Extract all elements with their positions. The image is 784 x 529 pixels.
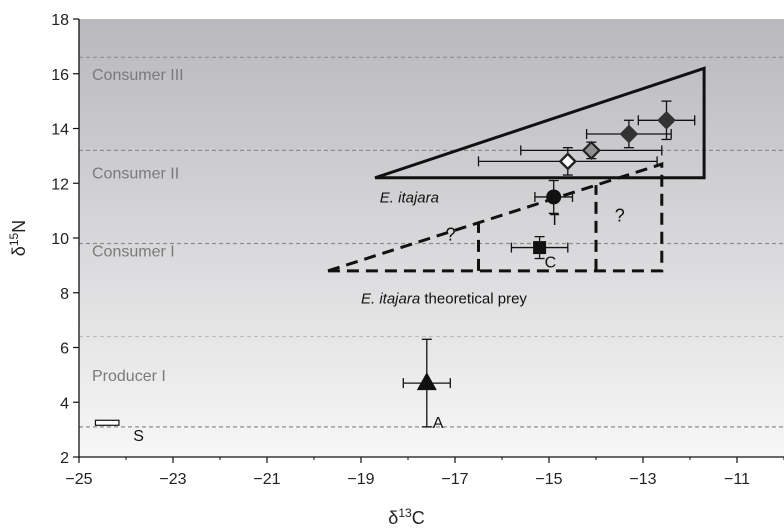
data-point (581, 140, 601, 160)
point-label: A (433, 415, 444, 432)
data-point (657, 110, 676, 130)
species-name: E. itajara (380, 189, 439, 206)
data-point (94, 419, 120, 426)
x-tick-label: −19 (347, 471, 374, 488)
data-point (558, 152, 577, 171)
eitajara-label: E. itajara (380, 189, 439, 206)
x-tick-label: −21 (253, 471, 280, 488)
data-point (416, 372, 437, 391)
species-name: E. itajara (361, 291, 420, 308)
label-rest: theoretical prey (420, 291, 527, 308)
x-tick-label: −15 (535, 471, 562, 488)
y-tick-label: 8 (60, 286, 69, 303)
data-point (546, 189, 562, 205)
prey-triangle (327, 162, 664, 273)
y-tick-label: 16 (51, 67, 69, 84)
x-tick-label: −13 (629, 471, 656, 488)
x-tick-label: −23 (159, 471, 186, 488)
level-label: Consumer III (92, 67, 184, 84)
y-axis-title-base: δ (9, 246, 29, 256)
y-tick-label: 12 (51, 176, 69, 193)
y-axis-title-tail: N (9, 220, 29, 233)
y-tick-label: 4 (60, 395, 69, 412)
level-label: Consumer I (92, 243, 175, 260)
prey-label: E. itajara theoretical prey (361, 291, 527, 308)
y-tick-label: 14 (51, 122, 69, 139)
y-tick-label: 18 (51, 12, 69, 29)
level-label: Producer I (92, 368, 166, 385)
y-axis-title: δ15N (7, 220, 29, 256)
level-label: Consumer II (92, 165, 179, 182)
question-mark: ? (446, 225, 456, 245)
point-label: C (545, 255, 557, 272)
y-tick-label: 6 (60, 341, 69, 358)
x-axis-title-sup: 13 (398, 506, 412, 520)
data-point (533, 241, 547, 255)
y-tick-label: 2 (60, 450, 69, 467)
x-tick-label: −11 (724, 471, 750, 488)
x-axis-title: δ13C (388, 506, 424, 528)
x-axis-title-base: δ (388, 508, 398, 528)
point-label: T (550, 212, 560, 229)
plot-background (79, 19, 784, 457)
question-mark: ? (615, 206, 625, 226)
y-axis-title-sup: 15 (7, 232, 21, 246)
x-tick-label: −25 (65, 471, 92, 488)
eitajara-triangle (374, 66, 706, 180)
point-label: S (133, 428, 144, 445)
x-axis-title-tail: C (412, 508, 425, 528)
y-tick-label: 10 (51, 231, 69, 248)
data-point (619, 124, 639, 144)
x-tick-label: −17 (441, 471, 468, 488)
